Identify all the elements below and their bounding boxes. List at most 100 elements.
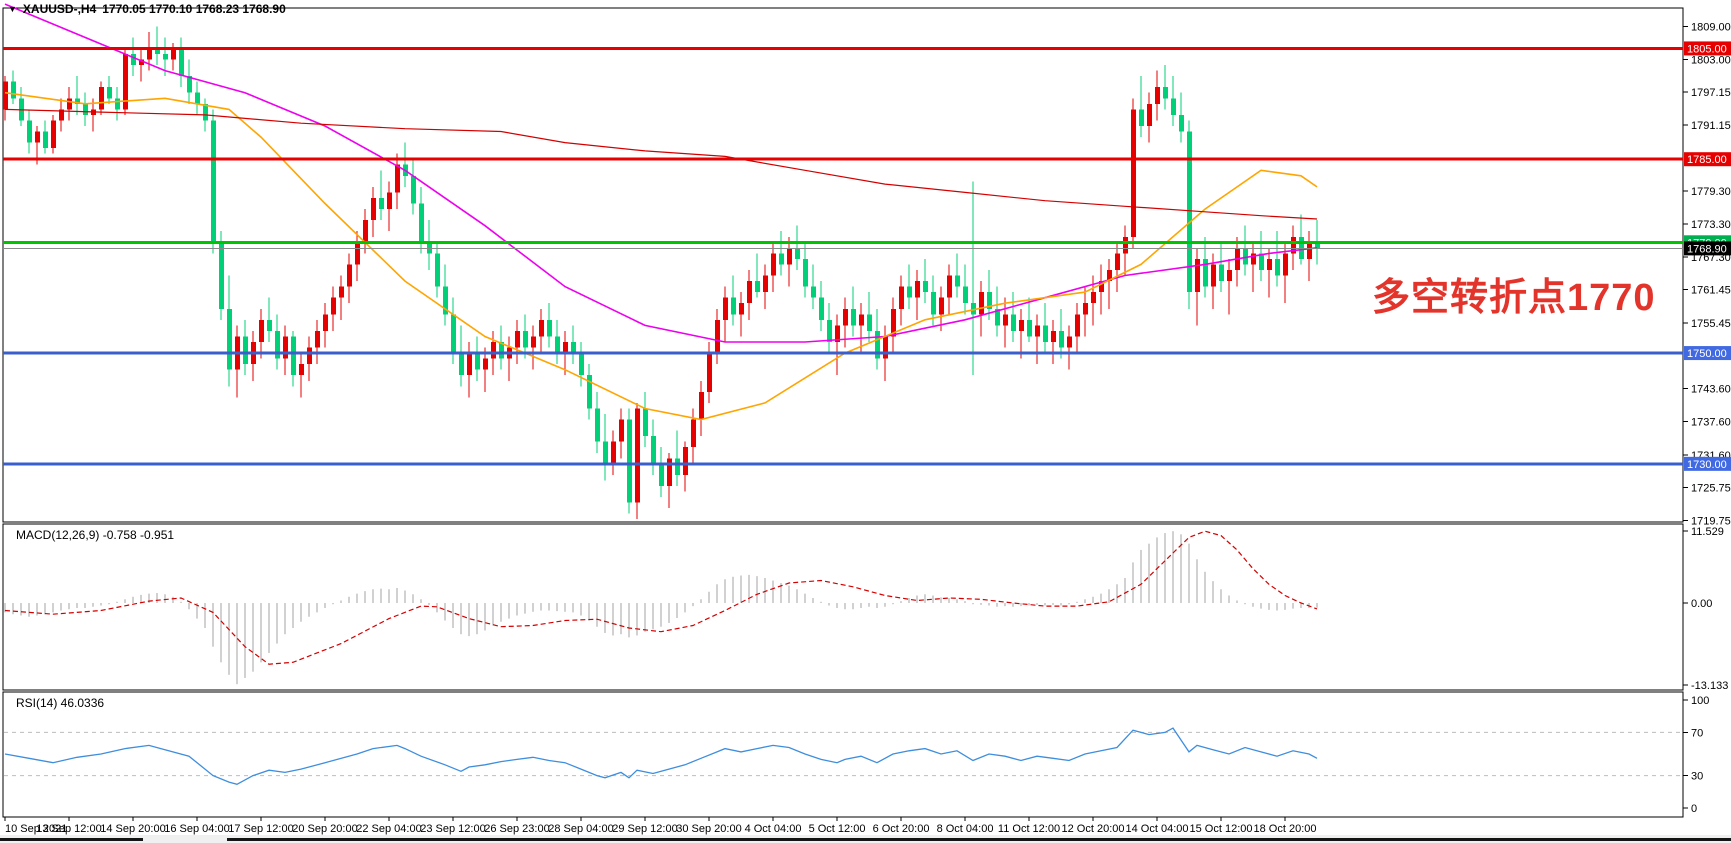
time-label: 5 Oct 12:00 [809, 823, 866, 835]
candle-body [971, 303, 976, 315]
candle-body [531, 336, 536, 348]
macd-indicator-label: MACD(12,26,9) -0.758 -0.951 [16, 528, 175, 542]
ohlc-quote-values: 1770.05 1770.10 1768.23 1768.90 [102, 2, 286, 16]
candle-body [1179, 114, 1184, 132]
price-label: 1767.30 [1691, 252, 1731, 264]
candle-body [1243, 247, 1248, 265]
chinese-annotation-text: 多空转折点1770 [1372, 277, 1656, 319]
candle-body [419, 203, 424, 243]
candle-body [595, 408, 600, 442]
candle-body [459, 353, 464, 376]
candle-body [219, 242, 224, 309]
candle-body [1275, 258, 1280, 276]
rsi-indicator-label: RSI(14) 46.0336 [16, 696, 105, 710]
candle-body [1043, 325, 1048, 342]
candle-body [611, 441, 616, 464]
candle-body [27, 120, 32, 143]
candle-body [195, 92, 200, 104]
candle-body [683, 447, 688, 475]
candle-body [627, 419, 632, 503]
candle-body [843, 308, 848, 326]
price-label: 1768.90 [1687, 243, 1727, 255]
candle-body [515, 330, 520, 348]
candle-body [1171, 98, 1176, 115]
time-label: 15 Oct 12:00 [1190, 823, 1253, 835]
candle-body [563, 341, 568, 354]
time-label: 13 Sep 12:00 [36, 823, 101, 835]
candle-body [1067, 336, 1072, 348]
scrollbar-segment[interactable] [0, 838, 143, 841]
candle-body [1155, 87, 1160, 104]
ma-red-line [4, 108, 1318, 220]
candle-body [1139, 109, 1144, 126]
price-label: 1797.15 [1691, 87, 1731, 99]
candle-body [1203, 258, 1208, 287]
candle-body [1259, 253, 1264, 270]
candle-body [355, 242, 360, 265]
candle-body [259, 319, 264, 342]
candle-body [523, 330, 528, 348]
time-label: 18 Oct 20:00 [1254, 823, 1317, 835]
candle-body [835, 325, 840, 342]
candle-body [499, 341, 504, 359]
candle-body [275, 330, 280, 359]
candle-body [107, 87, 112, 99]
price-label-box [1684, 241, 1731, 256]
candle-body [291, 336, 296, 376]
candle-body [1227, 269, 1232, 282]
time-label: 10 Sep 2021 [5, 823, 67, 835]
macd-panel: 11.529 0.00 -13.133 [4, 526, 1728, 692]
candle-body [163, 53, 168, 60]
scrollbar-segment[interactable] [227, 838, 1731, 841]
rsi-scale-label: 30 [1691, 771, 1703, 783]
candle-body [267, 319, 272, 331]
candle-body [1003, 314, 1008, 326]
candle-body [283, 336, 288, 359]
candle-body [803, 258, 808, 287]
macd-scale-label: 0.00 [1691, 598, 1712, 610]
time-label: 17 Sep 12:00 [228, 823, 293, 835]
candle-body [43, 131, 48, 149]
time-label: 22 Sep 04:00 [356, 823, 421, 835]
candle-body [667, 458, 672, 486]
candle-body [155, 48, 160, 54]
ma-orange-line [4, 91, 1318, 421]
candle-body [331, 297, 336, 315]
candle-body [979, 292, 984, 315]
time-label: 14 Sep 20:00 [100, 823, 165, 835]
time-label: 8 Oct 04:00 [937, 823, 994, 835]
candle-body [467, 353, 472, 376]
time-label: 29 Sep 12:00 [612, 823, 677, 835]
candle-body [707, 353, 712, 392]
time-label: 28 Sep 04:00 [548, 823, 613, 835]
candle-body [395, 164, 400, 193]
candle-body [139, 59, 144, 66]
candle-body [1163, 87, 1168, 99]
candle-body [731, 297, 736, 315]
symbol-timeframe-label: XAUUSD-,H4 [22, 2, 97, 16]
candle-body [491, 341, 496, 359]
candle-body [571, 341, 576, 354]
time-label: 20 Sep 20:00 [292, 823, 357, 835]
candle-body [299, 364, 304, 376]
candle-body [475, 353, 480, 370]
candle-body [1059, 330, 1064, 348]
candle-body [483, 358, 488, 370]
time-label: 16 Sep 04:00 [164, 823, 229, 835]
candle-body [1291, 236, 1296, 254]
chart-title-bar: ▼ XAUUSD-,H4 1770.05 1770.10 1768.23 176… [8, 2, 286, 16]
candle-body [147, 48, 152, 60]
candle-body [387, 192, 392, 210]
collapse-triangle-icon[interactable]: ▼ [8, 4, 17, 14]
candle-body [1035, 325, 1040, 337]
candle-body [923, 281, 928, 293]
candle-body [1267, 258, 1272, 270]
candle-body [1187, 131, 1192, 293]
candle-body [131, 53, 136, 66]
candle-body [1075, 314, 1080, 337]
candle-body [1251, 253, 1256, 265]
horizontal-scrollbar[interactable] [0, 835, 1731, 843]
price-label: 1803.00 [1691, 55, 1731, 67]
